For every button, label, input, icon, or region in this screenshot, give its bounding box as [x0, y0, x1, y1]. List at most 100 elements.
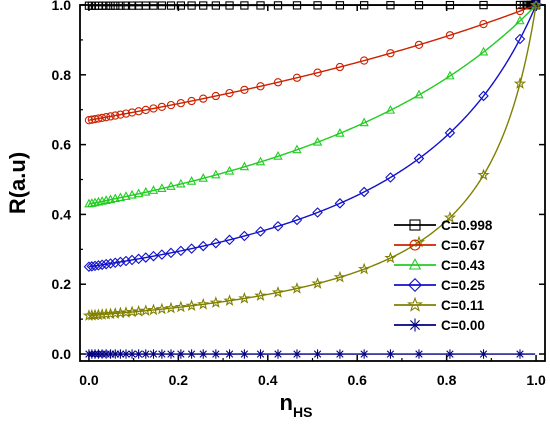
series-c-0-67	[84, 0, 541, 125]
data-point	[292, 349, 302, 359]
data-point	[157, 349, 167, 359]
data-point	[174, 300, 188, 313]
data-point	[414, 40, 424, 50]
data-point	[166, 349, 176, 359]
data-point	[197, 297, 210, 310]
data-point	[176, 99, 186, 108]
data-point	[211, 91, 220, 101]
data-point	[359, 1, 369, 10]
data-point	[271, 285, 285, 298]
legend-label: C=0.998	[441, 218, 493, 233]
data-point	[209, 296, 223, 308]
data-point	[111, 111, 120, 120]
series-c-0-00	[84, 0, 541, 359]
data-point	[334, 198, 346, 209]
y-tick-label: 0.2	[52, 276, 72, 292]
data-point	[187, 1, 196, 10]
series-line	[88, 4, 537, 268]
data-point	[187, 96, 196, 106]
data-point	[198, 173, 208, 182]
data-point	[292, 1, 302, 10]
x-axis-title-main: n	[280, 390, 293, 415]
data-point	[148, 349, 159, 359]
data-point	[357, 262, 371, 275]
data-point	[335, 1, 345, 10]
x-tick-label: 0.2	[169, 372, 189, 388]
data-point	[333, 270, 347, 283]
legend-item: C=0.67	[394, 238, 485, 253]
data-point	[166, 100, 176, 110]
data-point	[515, 15, 525, 25]
y-tick-label: 1.0	[52, 0, 72, 13]
data-point	[111, 1, 120, 10]
data-point	[239, 161, 250, 171]
data-point	[292, 144, 302, 154]
data-point	[255, 226, 266, 237]
data-point	[166, 1, 176, 10]
data-point	[211, 349, 221, 359]
data-point	[414, 89, 424, 99]
data-point	[359, 56, 369, 65]
data-point	[106, 112, 115, 121]
data-point	[385, 349, 396, 359]
data-point	[141, 186, 151, 196]
data-point	[90, 197, 100, 207]
data-point	[199, 1, 208, 10]
data-point	[312, 349, 323, 359]
data-point	[386, 49, 395, 58]
data-point	[385, 172, 396, 183]
data-point	[478, 349, 489, 359]
legend-label: C=0.43	[441, 258, 485, 273]
data-point	[115, 192, 126, 202]
data-point	[272, 220, 284, 232]
series-line	[88, 4, 537, 7]
series-c-0-11	[82, 0, 543, 321]
data-point	[185, 299, 198, 312]
x-tick-label: 0.4	[258, 372, 278, 388]
data-point	[445, 0, 455, 10]
data-point	[224, 234, 235, 246]
data-point	[413, 153, 425, 164]
data-point	[335, 349, 345, 359]
data-point	[529, 0, 543, 11]
data-point	[110, 193, 120, 203]
y-tick-label: 0.6	[52, 137, 72, 153]
legend-marker	[408, 318, 422, 332]
data-point	[165, 247, 177, 259]
data-point	[444, 127, 456, 139]
data-point	[97, 113, 107, 123]
data-point	[445, 70, 455, 80]
data-point	[121, 191, 131, 200]
data-point	[166, 181, 176, 190]
x-tick-label: 0.8	[437, 372, 457, 388]
data-point	[414, 349, 424, 359]
x-axis-title: nHS	[280, 390, 313, 420]
data-point	[133, 188, 144, 198]
x-tick-label: 1.0	[526, 372, 546, 388]
data-point	[291, 214, 303, 226]
data-point	[240, 1, 249, 10]
data-point	[335, 128, 345, 137]
data-point	[223, 294, 236, 306]
data-point	[147, 303, 160, 316]
data-point	[224, 349, 235, 359]
legend-label: C=0.67	[441, 238, 485, 253]
data-point	[273, 1, 283, 10]
data-point	[386, 1, 395, 10]
y-tick-label: 0.8	[52, 67, 72, 83]
data-point	[311, 277, 324, 289]
series-line	[88, 4, 537, 121]
legend-marker	[407, 277, 423, 293]
data-point	[211, 1, 220, 10]
x-tick-label: 0.0	[79, 372, 99, 388]
legend-label: C=0.11	[441, 298, 485, 313]
legend-marker	[409, 219, 421, 231]
data-point	[239, 230, 250, 242]
data-point	[176, 178, 186, 188]
legend-item: C=0.43	[394, 258, 485, 273]
data-point	[514, 33, 526, 45]
y-tick-label: 0.0	[52, 346, 72, 362]
data-point	[120, 255, 132, 267]
data-point	[443, 211, 457, 223]
